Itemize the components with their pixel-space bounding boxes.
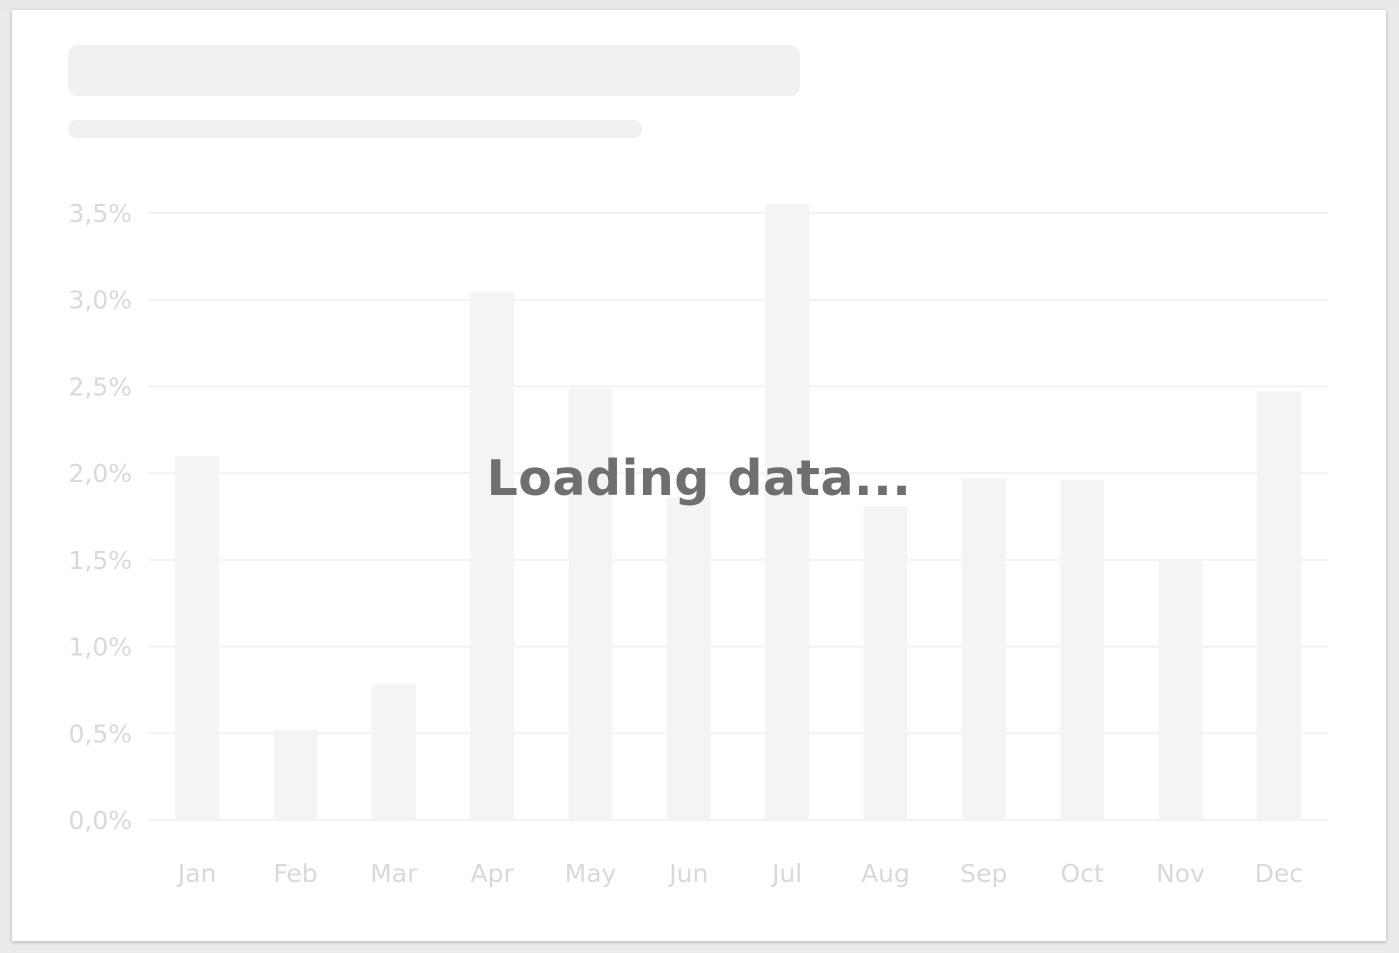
x-tick-label: Feb bbox=[273, 859, 317, 888]
x-tick-label: May bbox=[565, 859, 617, 888]
bar bbox=[371, 684, 416, 820]
x-tick-label: Jun bbox=[667, 859, 708, 888]
bar bbox=[175, 455, 220, 820]
x-tick-label: Oct bbox=[1061, 859, 1104, 888]
loading-message: Loading data... bbox=[486, 450, 912, 507]
bar bbox=[666, 497, 711, 820]
y-tick-label: 2,5% bbox=[68, 372, 132, 401]
x-tick-label: Sep bbox=[960, 859, 1007, 888]
bar bbox=[1060, 480, 1105, 820]
bar bbox=[273, 729, 318, 820]
bar bbox=[1256, 391, 1301, 820]
y-tick-label: 3,5% bbox=[68, 199, 132, 228]
title-placeholder bbox=[68, 45, 800, 96]
x-tick-label: Jan bbox=[176, 859, 217, 888]
y-tick-label: 2,0% bbox=[68, 459, 132, 488]
x-tick-label: Apr bbox=[471, 859, 515, 888]
y-tick-label: 1,0% bbox=[68, 633, 132, 662]
x-axis-ticks: Jan Feb Mar Apr May Jun Jul Aug Sep Oct Nov Dec bbox=[176, 859, 1303, 888]
x-tick-label: Mar bbox=[370, 859, 418, 888]
bar bbox=[765, 204, 810, 821]
y-axis-ticks: 0,0% 0,5% 1,0% 1,5% 2,0% 2,5% 3,0% 3,5% bbox=[68, 199, 132, 835]
bar bbox=[863, 506, 908, 820]
y-tick-label: 1,5% bbox=[68, 546, 132, 575]
subtitle-placeholder bbox=[68, 120, 642, 138]
window-top-strip bbox=[0, 0, 1399, 10]
bar bbox=[961, 478, 1006, 820]
chart-card: 0,0% 0,5% 1,0% 1,5% 2,0% 2,5% 3,0% 3,5% Jan Feb M… bbox=[12, 10, 1386, 941]
x-tick-label: Jul bbox=[770, 859, 802, 888]
x-tick-label: Dec bbox=[1255, 859, 1303, 888]
y-tick-label: 3,0% bbox=[68, 286, 132, 315]
x-tick-label: Aug bbox=[861, 859, 910, 888]
grid-lines bbox=[148, 212, 1328, 821]
bar bbox=[568, 388, 613, 820]
y-tick-label: 0,5% bbox=[68, 719, 132, 748]
bars bbox=[175, 204, 1301, 821]
bar bbox=[1158, 561, 1203, 820]
y-tick-label: 0,0% bbox=[68, 806, 132, 835]
x-tick-label: Nov bbox=[1156, 859, 1205, 888]
bar-chart: 0,0% 0,5% 1,0% 1,5% 2,0% 2,5% 3,0% 3,5% Jan Feb M… bbox=[68, 199, 1328, 888]
bar bbox=[470, 292, 515, 821]
